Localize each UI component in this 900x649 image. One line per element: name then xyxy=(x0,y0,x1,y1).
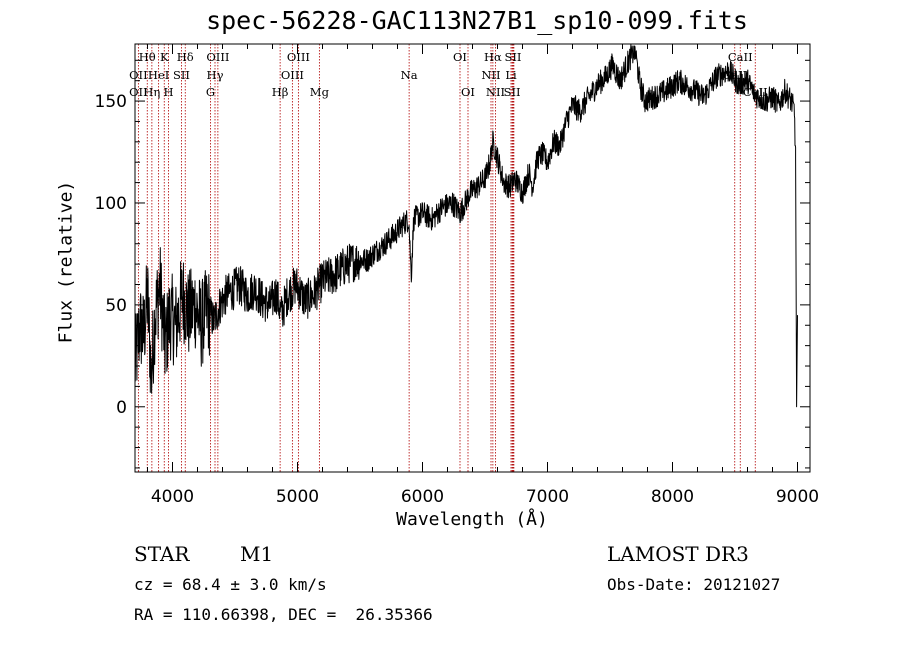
emission-line-label: Mg xyxy=(310,85,330,99)
x-tick-label: 6000 xyxy=(401,487,444,507)
object-subclass: M1 xyxy=(240,542,274,566)
emission-line-label: NII xyxy=(486,85,505,99)
axis-tick-labels: 4000 5000 6000 7000 8000 9000 0 50 100 150 xyxy=(95,92,820,507)
y-tick-label: 50 xyxy=(105,296,127,316)
emission-line-label: Li xyxy=(505,68,517,82)
survey-name: LAMOST DR3 xyxy=(607,542,749,566)
emission-line-label: SII xyxy=(505,50,522,64)
emission-line-label: Hγ xyxy=(207,68,224,82)
emission-line-label: CaII xyxy=(728,50,753,64)
emission-line-label: Hδ xyxy=(177,50,194,64)
x-axis-label: Wavelength (Å) xyxy=(396,509,548,530)
obs-date: Obs-Date: 20121027 xyxy=(607,575,781,594)
emission-line-label: OI xyxy=(453,50,467,64)
emission-line-label: OIII xyxy=(281,68,304,82)
plot-frame xyxy=(134,43,811,473)
emission-line-label: Na xyxy=(401,68,418,82)
emission-line-label: Hη xyxy=(143,85,160,99)
emission-line-label: OII xyxy=(129,85,148,99)
y-tick-label: 150 xyxy=(95,92,127,112)
emission-line-label: Hα xyxy=(484,50,502,64)
spectrum-series xyxy=(134,44,798,408)
emission-line-markers xyxy=(137,44,756,472)
emission-line-label: SII xyxy=(504,85,521,99)
emission-line-label: Hθ xyxy=(139,50,156,64)
emission-line-label: CaII xyxy=(722,68,747,82)
redshift-line: cz = 68.4 ± 3.0 km/s xyxy=(134,575,327,594)
object-class: STAR xyxy=(134,542,190,566)
emission-line-label: OII xyxy=(129,68,148,82)
y-tick-label: 0 xyxy=(116,398,127,418)
spectrum-line xyxy=(134,44,798,408)
x-tick-label: 5000 xyxy=(276,487,319,507)
emission-line-label: HeI xyxy=(148,68,169,82)
emission-line-label: G xyxy=(206,85,215,99)
emission-line-label: SII xyxy=(173,68,190,82)
chart-title: spec-56228-GAC113N27B1_sp10-099.fits xyxy=(206,6,748,35)
x-tick-label: 9000 xyxy=(776,487,819,507)
y-axis-label: Flux (relative) xyxy=(55,180,77,344)
emission-line-label: K xyxy=(160,50,169,64)
coordinates: RA = 110.66398, DEC = 26.35366 xyxy=(134,605,433,624)
emission-line-label: OI xyxy=(461,85,475,99)
emission-line-label: OIII xyxy=(287,50,310,64)
axis-ticks xyxy=(135,44,810,472)
emission-line-label: Hβ xyxy=(272,85,289,99)
emission-line-label: CaII xyxy=(743,85,768,99)
x-tick-label: 7000 xyxy=(526,487,569,507)
x-tick-label: 8000 xyxy=(651,487,694,507)
emission-line-label: OIII xyxy=(206,50,229,64)
x-tick-label: 4000 xyxy=(151,487,194,507)
emission-line-label: NII xyxy=(481,68,500,82)
emission-line-label: H xyxy=(163,85,173,99)
y-tick-label: 100 xyxy=(95,194,127,214)
